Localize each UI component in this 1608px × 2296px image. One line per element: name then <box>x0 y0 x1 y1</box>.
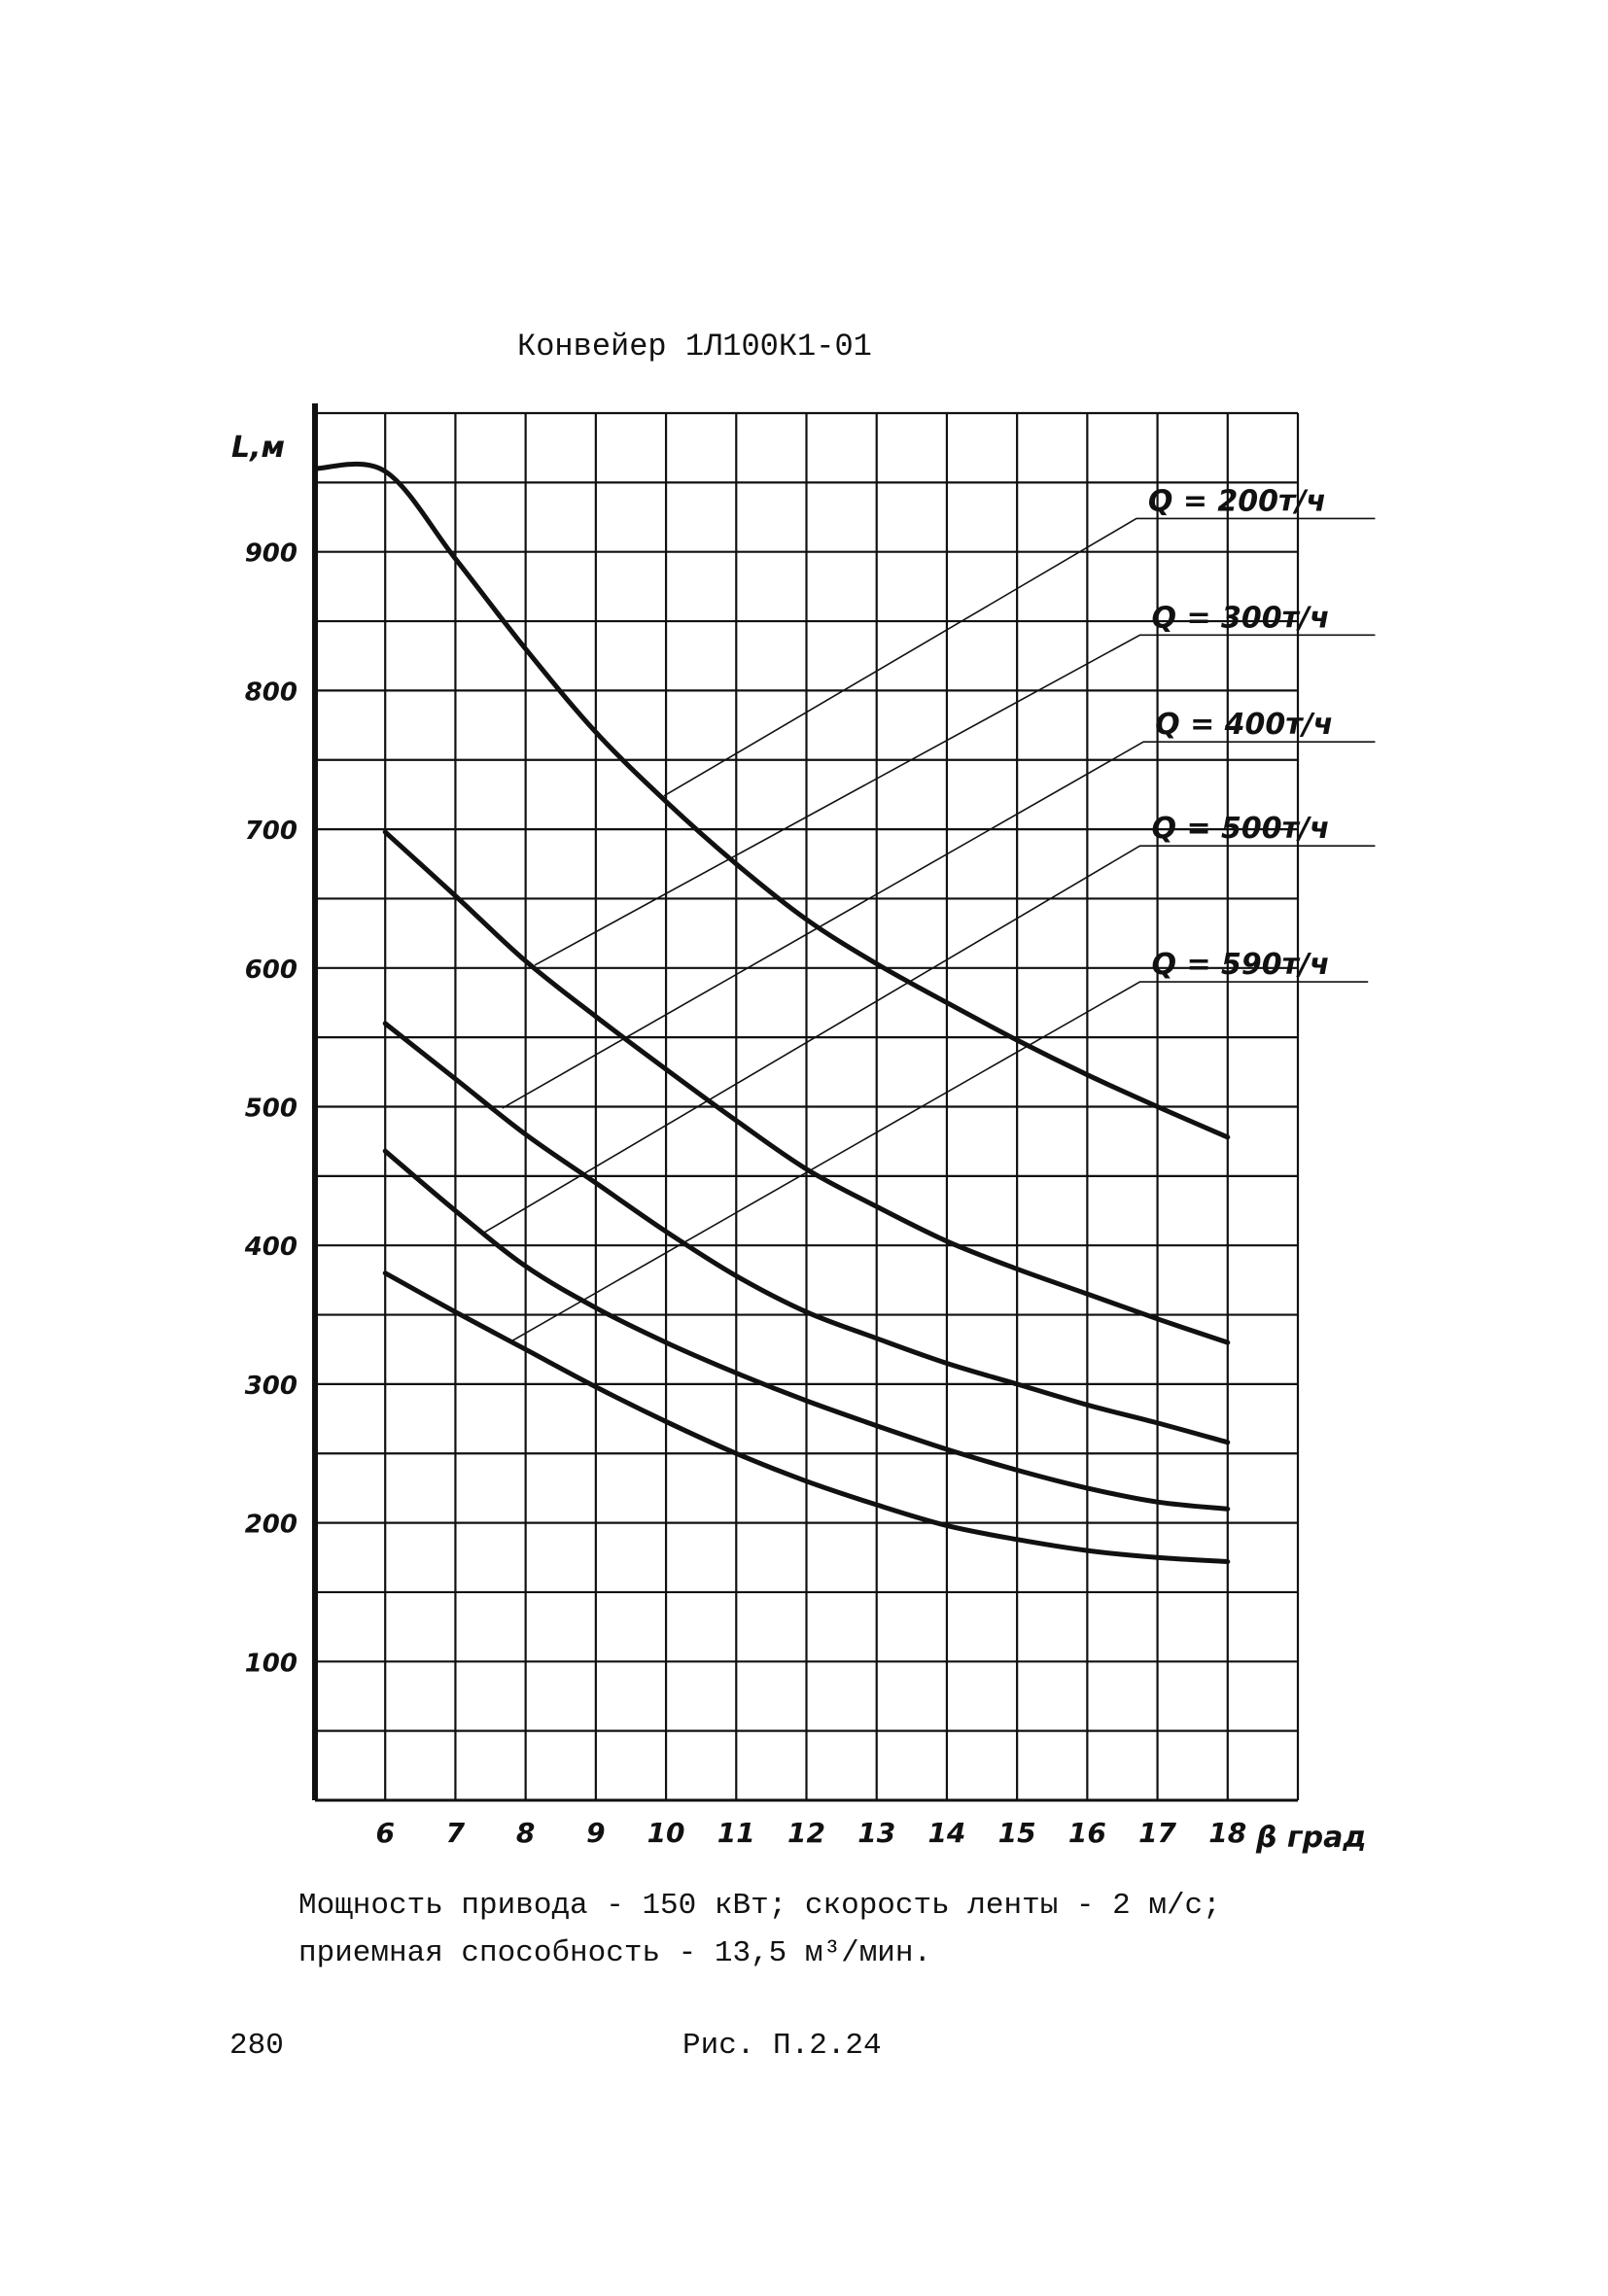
x-tick-label: 9 <box>586 1817 605 1849</box>
x-tick-label: 18 <box>1208 1817 1246 1849</box>
leader-line <box>482 845 1376 1235</box>
series-curve-0 <box>312 461 1231 1140</box>
leader-line <box>663 517 1376 797</box>
chart-title: Конвейер 1Л100К1-01 <box>517 329 872 365</box>
leader-line <box>502 741 1376 1109</box>
figure-caption: Рис. П.2.24 <box>682 2029 882 2063</box>
y-tick-label: 400 <box>244 1233 297 1262</box>
y-tick-label: 900 <box>245 539 297 569</box>
y-tick-label: 500 <box>245 1095 297 1124</box>
y-axis-label: L,м <box>231 431 285 465</box>
x-tick-label: 14 <box>927 1817 965 1849</box>
x-tick-label: 8 <box>516 1817 535 1849</box>
x-tick-label: 13 <box>857 1817 895 1849</box>
series-label: Q = 590т/ч <box>1152 948 1330 982</box>
series-label: Q = 500т/ч <box>1152 812 1330 846</box>
y-tick-label: 800 <box>245 678 297 707</box>
series-label: Q = 300т/ч <box>1152 601 1330 635</box>
x-tick-label: 6 <box>375 1817 394 1849</box>
curves <box>312 461 1231 1565</box>
leader-lines: Q = 200т/ч Q = 300т/ч Q = 400т/ч Q = 500т/ч… <box>482 484 1376 1342</box>
x-tick-label: 12 <box>787 1817 825 1849</box>
x-tick-label: 11 <box>717 1817 755 1849</box>
leader-line <box>534 634 1376 966</box>
y-tick-label: 600 <box>245 956 297 985</box>
series-label: Q = 400т/ч <box>1155 708 1333 742</box>
tick-labels: 6 7 8 9 10 11 12 13 14 15 16 17 18 100 200 300 400 500 600… <box>244 539 1247 1849</box>
y-tick-label: 300 <box>245 1372 297 1401</box>
x-tick-label: 16 <box>1068 1817 1106 1849</box>
footnote-line-2: приемная способность - 13,5 м³/мин. <box>298 1936 931 1970</box>
series-label: Q = 200т/ч <box>1148 484 1326 518</box>
leader-line <box>510 981 1369 1342</box>
x-tick-label: 7 <box>446 1817 466 1849</box>
y-tick-label: 700 <box>245 817 297 846</box>
x-tick-label: 15 <box>998 1817 1036 1849</box>
x-tick-label: 10 <box>647 1817 685 1849</box>
page-number: 280 <box>229 2029 284 2063</box>
x-tick-label: 17 <box>1138 1817 1176 1849</box>
y-tick-label: 100 <box>245 1649 297 1678</box>
y-tick-label: 200 <box>245 1511 297 1540</box>
footnote-line-1: Мощность привода - 150 кВт; скорость лен… <box>298 1889 1221 1923</box>
x-axis-label: β град <box>1255 1821 1367 1855</box>
